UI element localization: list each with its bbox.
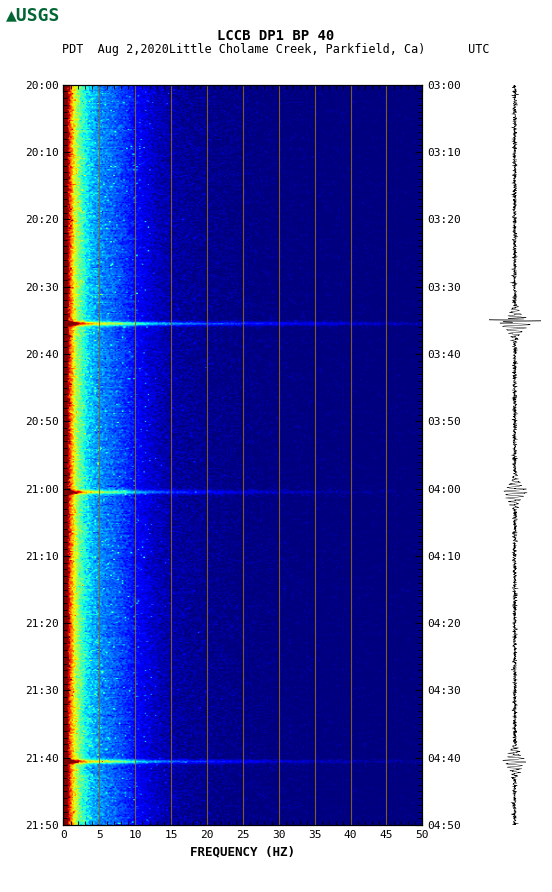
X-axis label: FREQUENCY (HZ): FREQUENCY (HZ) xyxy=(190,846,295,858)
Text: ▲USGS: ▲USGS xyxy=(6,6,60,24)
Text: PDT  Aug 2,2020Little Cholame Creek, Parkfield, Ca)      UTC: PDT Aug 2,2020Little Cholame Creek, Park… xyxy=(62,43,490,56)
Text: LCCB DP1 BP 40: LCCB DP1 BP 40 xyxy=(217,29,335,43)
